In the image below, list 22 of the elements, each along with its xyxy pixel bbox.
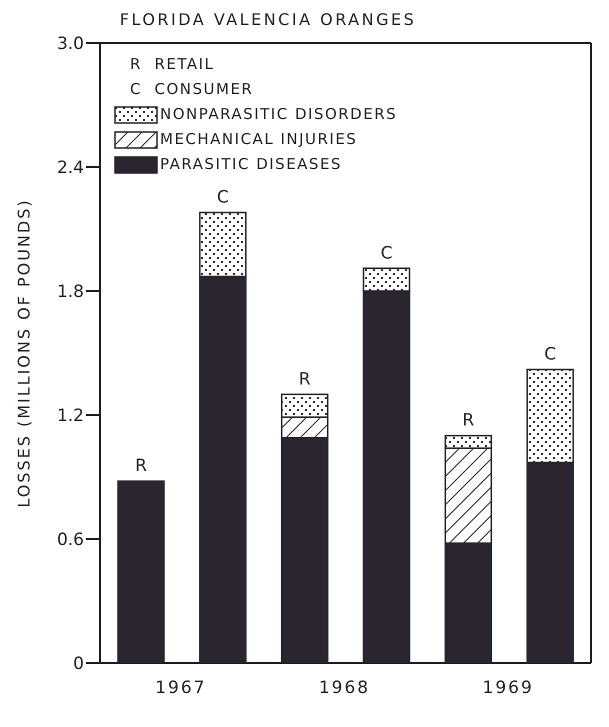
x-tick-label: C: [544, 344, 556, 365]
chart-title: FLORIDA VALENCIA ORANGES: [118, 10, 418, 29]
annotation: C CONSUMER: [129, 79, 254, 100]
text: 1968: [318, 678, 370, 698]
y-tick-label: 0.6: [56, 530, 84, 550]
x-tick-label: R: [298, 369, 311, 390]
text: 1969: [482, 678, 534, 698]
y-tick-label: 1.2: [56, 406, 84, 426]
x-tick-label: C: [380, 243, 392, 264]
y-tick-label: 2.4: [56, 158, 84, 178]
text: 1967: [155, 678, 206, 698]
x-tick-label: C: [216, 187, 229, 208]
annotation: R RETAIL: [129, 54, 216, 75]
x-tick-label: R: [462, 410, 474, 431]
y-tick-label: 3.0: [56, 34, 84, 54]
legend-label: PARASITIC DISEASES: [160, 154, 342, 175]
y-axis-title: LOSSES (MILLIONS OF POUNDS): [14, 198, 34, 508]
x-tick-label: R: [135, 456, 148, 476]
y-tick-label: 1.8: [56, 282, 84, 302]
y-tick-label: 0: [73, 654, 84, 674]
legend-label: MECHANICAL INJURIES: [160, 129, 358, 150]
legend-label: NONPARASITIC DISORDERS: [160, 104, 398, 125]
